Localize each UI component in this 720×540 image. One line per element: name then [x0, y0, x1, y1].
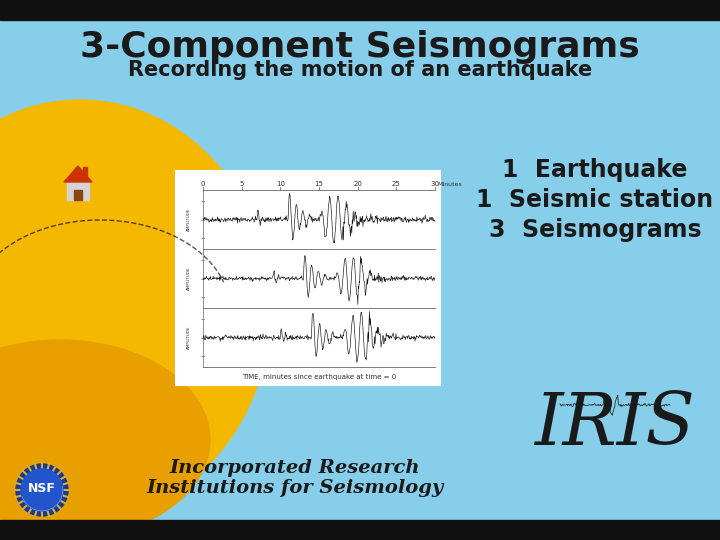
Bar — [0, 520, 720, 540]
Text: AMPLITUDE: AMPLITUDE — [187, 267, 191, 291]
Text: 0: 0 — [201, 181, 205, 187]
Text: Recording the motion of an earthquake: Recording the motion of an earthquake — [128, 60, 592, 80]
Circle shape — [21, 469, 63, 511]
Circle shape — [16, 464, 68, 516]
Text: 3-Component Seismograms: 3-Component Seismograms — [80, 30, 640, 64]
Text: Minutes: Minutes — [437, 182, 462, 187]
Bar — [74, 190, 82, 200]
Text: IRIS: IRIS — [534, 389, 696, 460]
Ellipse shape — [0, 100, 270, 520]
Bar — [83, 167, 87, 176]
Text: 20: 20 — [354, 181, 362, 187]
Text: AMPLITUDE: AMPLITUDE — [187, 326, 191, 349]
Text: NSF: NSF — [28, 482, 56, 495]
Bar — [175, 170, 440, 385]
Ellipse shape — [0, 340, 210, 540]
Text: 1  Seismic station: 1 Seismic station — [477, 188, 714, 212]
Text: 3  Seismograms: 3 Seismograms — [489, 218, 701, 242]
Text: AMPLITUDE: AMPLITUDE — [187, 208, 191, 231]
Text: 25: 25 — [392, 181, 401, 187]
Text: 5: 5 — [240, 181, 244, 187]
Text: 1  Earthquake: 1 Earthquake — [503, 158, 688, 182]
Text: Incorporated Research
Institutions for Seismology: Incorporated Research Institutions for S… — [146, 458, 444, 497]
Bar — [0, 0, 720, 20]
Polygon shape — [64, 166, 92, 182]
Text: 10: 10 — [276, 181, 285, 187]
Text: TIME, minutes since earthquake at time = 0: TIME, minutes since earthquake at time =… — [242, 374, 396, 380]
Bar — [67, 182, 89, 200]
Text: 15: 15 — [315, 181, 323, 187]
Text: 30: 30 — [431, 181, 439, 187]
